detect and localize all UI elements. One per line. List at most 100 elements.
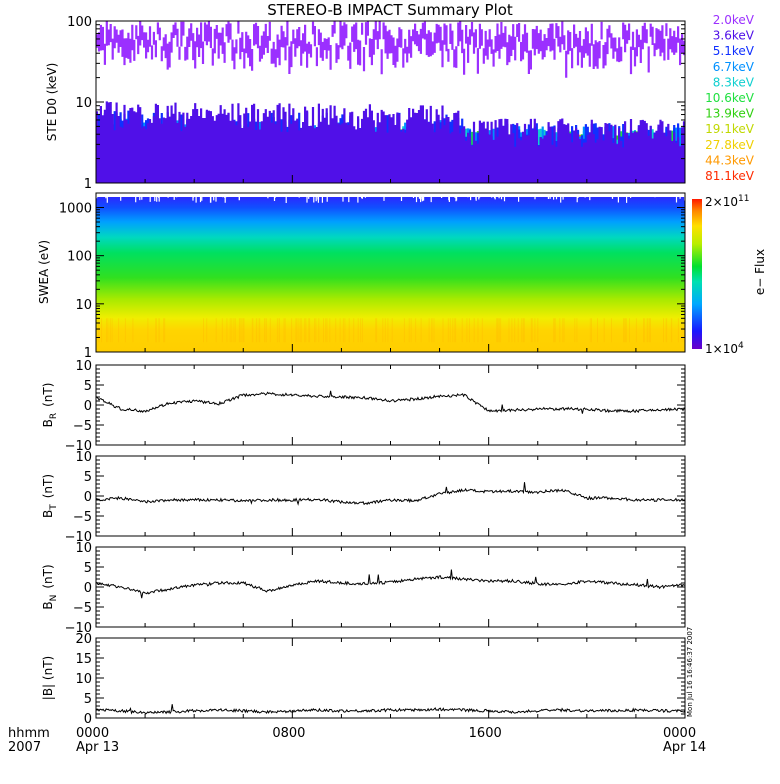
bt-ylabel-unit: (nT)	[41, 474, 55, 498]
bt-ytick-label: −5	[73, 510, 92, 525]
ste-series-bars	[95, 101, 686, 183]
bmag-ytick-label: 20	[75, 632, 92, 647]
bn-ytick-label: 10	[75, 541, 92, 556]
ste-ytick-label: 10	[75, 96, 92, 111]
legend-entry: 10.6keV	[705, 91, 755, 105]
br-ylabel-sub: R	[49, 413, 59, 419]
swea-axis: 1 10 100 1000	[59, 192, 686, 361]
date-tick-label: Apr 13	[76, 740, 119, 755]
bt-ytick-label: 5	[84, 470, 92, 485]
legend-entry: 6.7keV	[713, 60, 755, 74]
date-tick-label: Apr 14	[663, 740, 706, 755]
bt-frame	[95, 455, 686, 537]
ste-series-2-0keV	[95, 21, 686, 78]
br-panel: 10 5 0 −5 −10 BR (nT)	[41, 359, 686, 454]
bn-ytick-label: −5	[73, 601, 92, 616]
legend-entry: 3.6keV	[713, 29, 755, 43]
time-tick-label: 1600	[469, 726, 502, 741]
swea-speckle	[96, 193, 686, 343]
plot-title: STEREO-B IMPACT Summary Plot	[267, 1, 513, 19]
ste-plot-area	[95, 21, 686, 183]
bt-series-line	[95, 482, 686, 506]
legend-entry: 19.1keV	[705, 122, 755, 136]
bt-ytick-label: 10	[75, 450, 92, 465]
br-series-line	[95, 390, 686, 414]
bmag-ytick-label: 5	[84, 692, 92, 707]
bt-axis: 10 5 0 −5 −10	[65, 450, 686, 545]
timestamp: Mon Jul 16 16:46:37 2007	[686, 627, 694, 717]
br-ytick-label: −5	[73, 419, 92, 434]
legend-entry: 5.1keV	[713, 44, 755, 58]
br-ytick-label: 5	[84, 379, 92, 394]
ste-axis: 1 10 100	[67, 15, 686, 192]
swea-panel: 1 10 100 1000 SWEA (eV) 2×1011 1×104 e− Flu…	[37, 192, 767, 361]
bn-ytick-label: 0	[84, 581, 92, 596]
bt-ytick-label: −10	[65, 530, 92, 545]
bmag-ytick-label: 10	[75, 672, 92, 687]
swea-ytick-label: 100	[67, 250, 92, 265]
ste-ytick-label: 1	[84, 177, 92, 192]
swea-spectrogram	[96, 197, 685, 352]
time-tick-label: 0800	[272, 726, 305, 741]
br-ylabel-main: B	[41, 419, 55, 427]
time-axis-year-label: 2007	[8, 740, 41, 755]
bt-ytick-label: 0	[84, 490, 92, 505]
colorbar-max-exp: 11	[738, 194, 749, 204]
colorbar	[692, 199, 702, 349]
ste-series-3-6keV	[95, 101, 686, 183]
br-ytick-label: 0	[84, 399, 92, 414]
br-frame	[95, 364, 686, 446]
time-axis-format-label: hhmm	[8, 726, 50, 741]
bn-axis: 10 5 0 −5 −10	[65, 541, 686, 636]
bn-ytick-label: −10	[65, 621, 92, 636]
br-ytick-label: 10	[75, 359, 92, 374]
colorbar-min-mantissa: 1×10	[705, 342, 738, 356]
bt-panel: 10 5 0 −5 −10 BT (nT)	[41, 450, 686, 545]
legend-entry: 2.0keV	[713, 13, 755, 27]
bn-series-line	[95, 569, 686, 599]
bmag-ytick-label: 15	[75, 652, 92, 667]
bmag-frame	[95, 637, 686, 719]
colorbar-min-exp: 4	[738, 341, 744, 351]
bmag-panel: 20 15 10 5 0 |B| (nT) Mon Jul 16 16:46:37 20…	[41, 627, 694, 727]
swea-top-gaps	[96, 193, 686, 203]
bn-ylabel-main: B	[41, 601, 55, 609]
ste-ylabel: STE D0 (keV)	[45, 63, 59, 142]
legend-entry: 8.3keV	[713, 75, 755, 89]
bn-panel: 10 5 0 −5 −10 BN (nT)	[41, 541, 686, 636]
bn-ylabel-unit: (nT)	[41, 564, 55, 588]
time-tick-label: 0000	[663, 726, 696, 741]
colorbar-max-mantissa: 2×10	[705, 195, 738, 209]
ste-ytick-label: 100	[67, 15, 92, 30]
br-ytick-label: −10	[65, 439, 92, 454]
bn-ylabel: BN (nT)	[41, 564, 59, 609]
br-ylabel-unit: (nT)	[41, 383, 55, 407]
swea-ytick-label: 10	[75, 298, 92, 313]
swea-ytick-label: 1	[84, 346, 92, 361]
ste-series-bars	[95, 21, 686, 78]
bmag-series-line	[95, 704, 686, 715]
swea-ytick-label: 1000	[59, 201, 92, 216]
colorbar-label: e− Flux	[753, 249, 767, 295]
legend-entry: 13.9keV	[705, 107, 755, 121]
colorbar-min-label: 1×104	[705, 341, 744, 356]
legend-entry: 44.3keV	[705, 153, 755, 167]
bmag-ytick-label: 0	[84, 712, 92, 727]
bt-ylabel-main: B	[41, 510, 55, 518]
legend-entry: 81.1keV	[705, 169, 755, 183]
bn-ytick-label: 5	[84, 561, 92, 576]
bn-ylabel-sub: N	[49, 595, 59, 602]
time-tick-label: 0000	[76, 726, 109, 741]
br-axis: 10 5 0 −5 −10	[65, 359, 686, 454]
bmag-ylabel: |B| (nT)	[41, 656, 55, 700]
br-ylabel: BR (nT)	[41, 383, 59, 428]
swea-streaks	[98, 318, 685, 343]
bmag-axis: 20 15 10 5 0	[75, 632, 686, 727]
bt-ylabel-sub: T	[49, 504, 59, 511]
bt-ylabel: BT (nT)	[41, 474, 59, 518]
